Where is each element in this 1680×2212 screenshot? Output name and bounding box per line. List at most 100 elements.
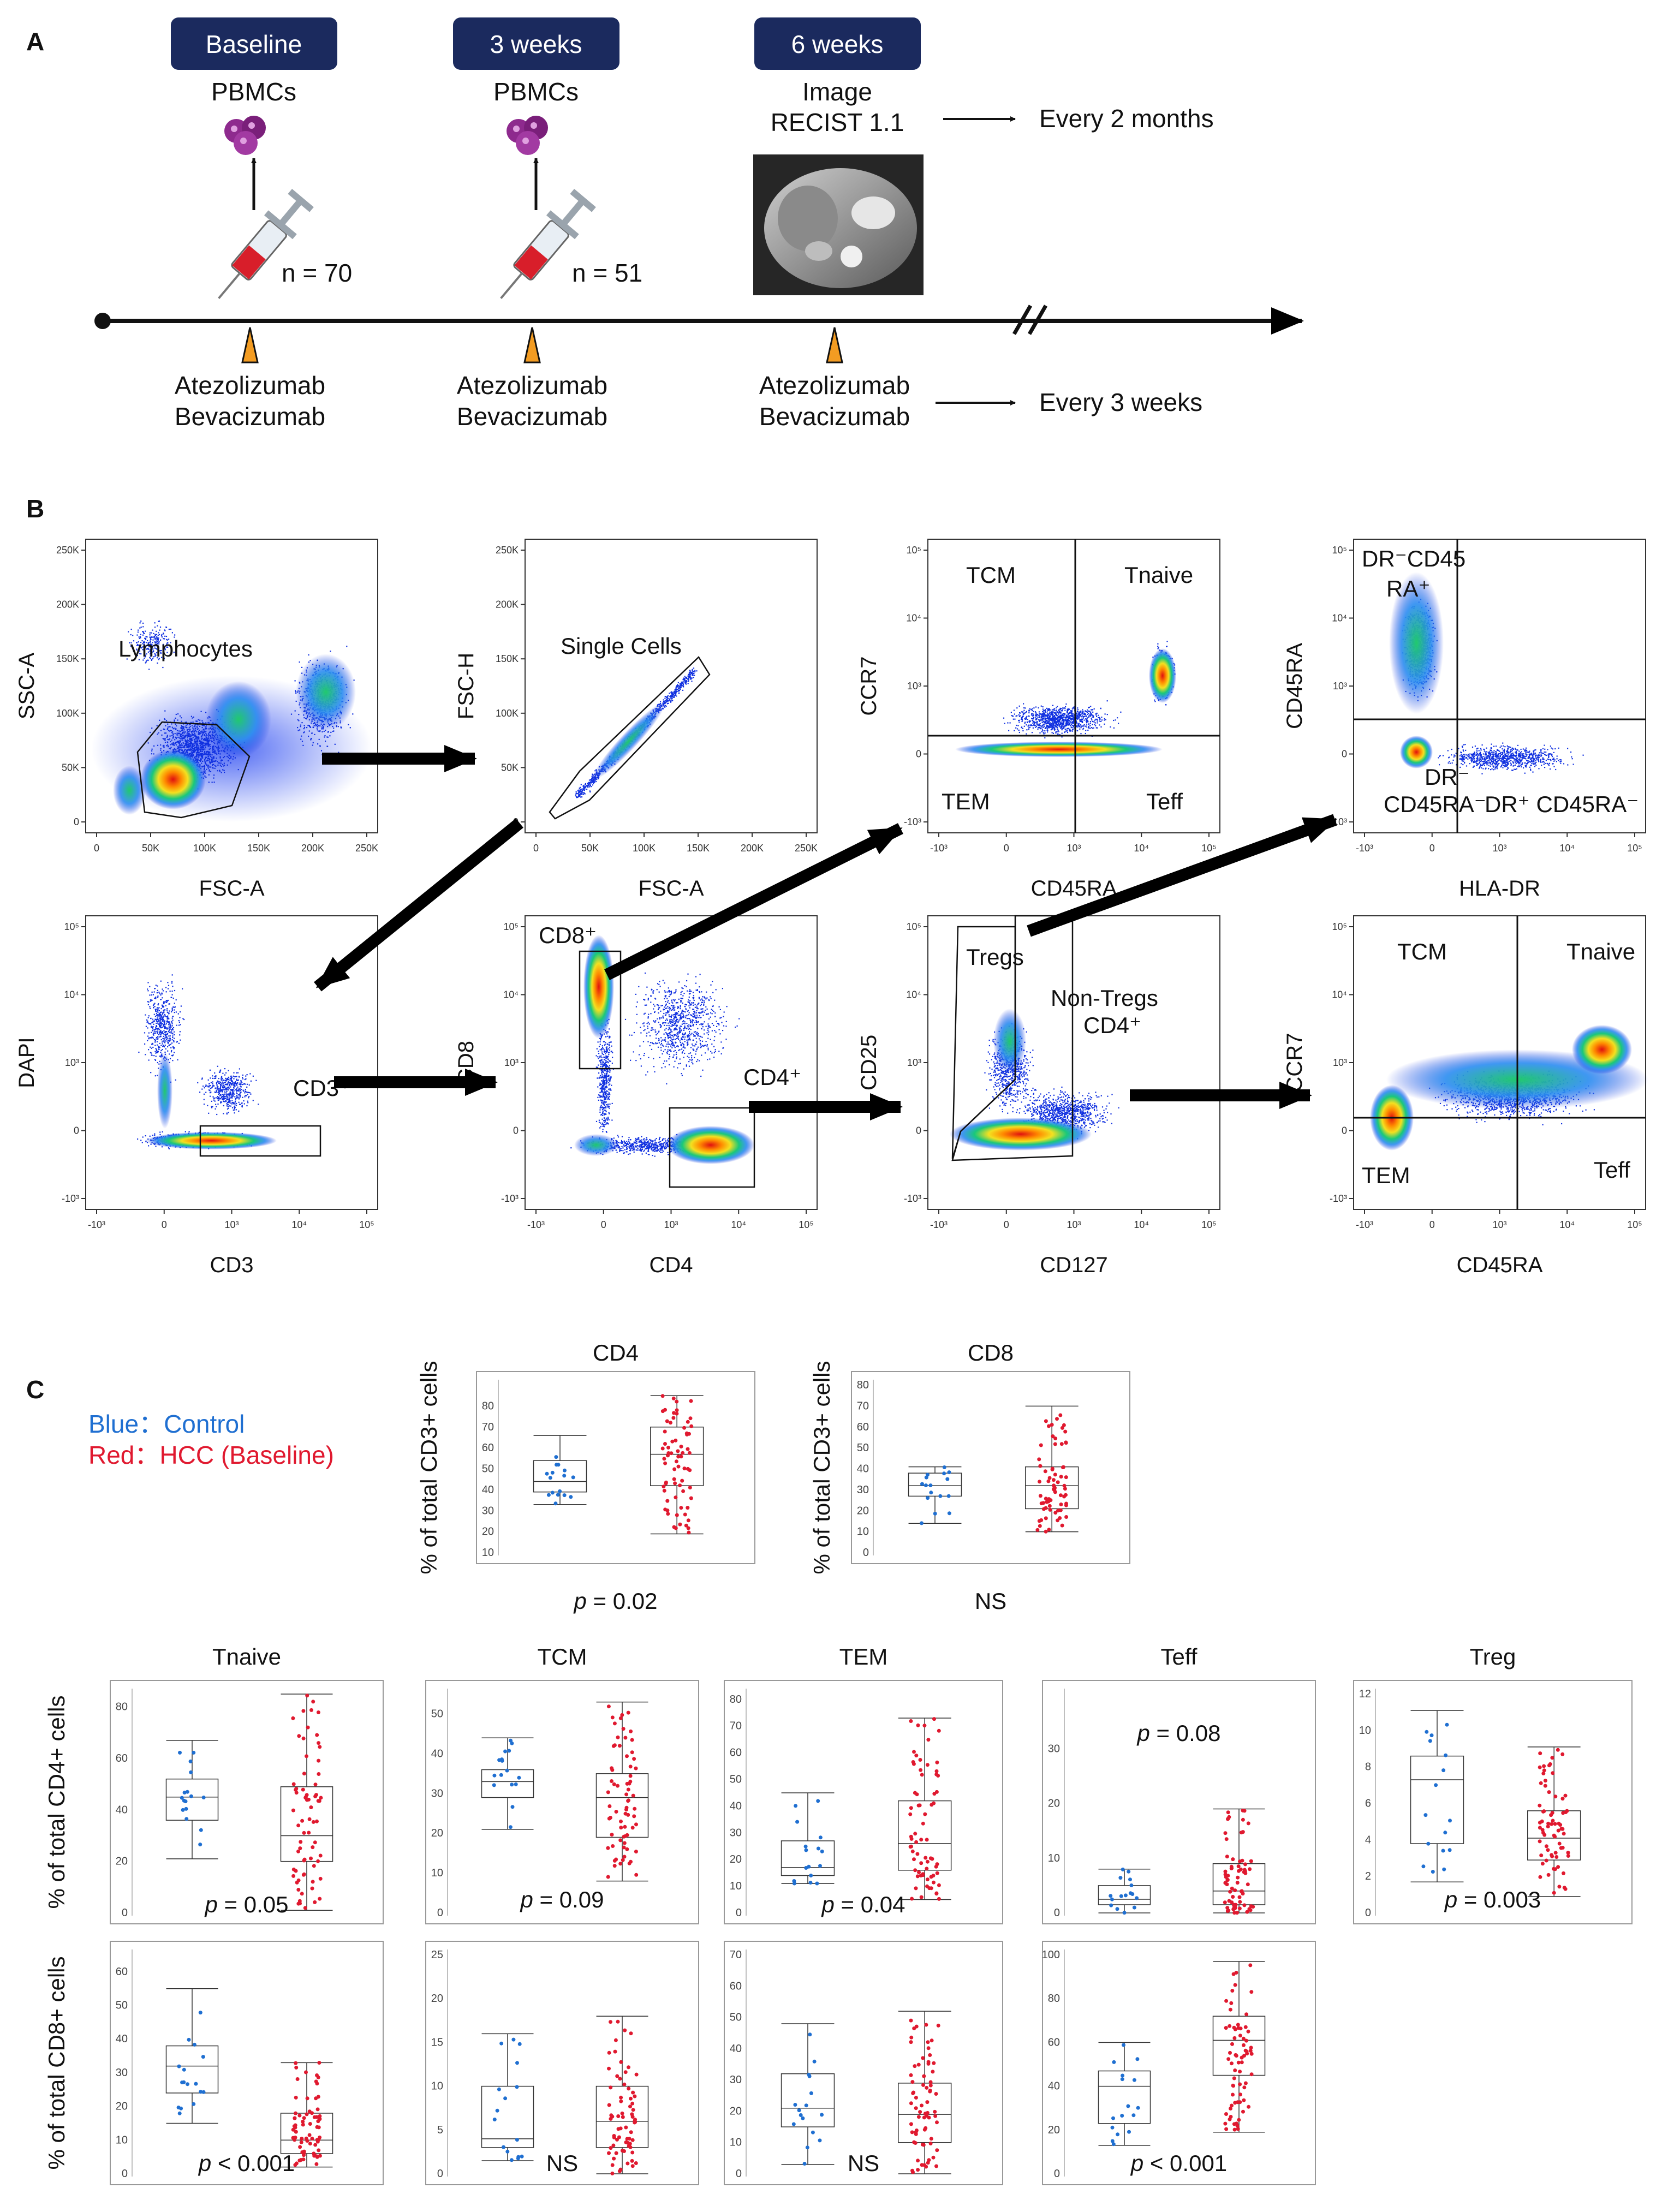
event-dot — [1039, 715, 1040, 717]
event-dot — [143, 643, 145, 645]
event-dot — [591, 777, 593, 779]
event-dot — [1071, 727, 1073, 729]
event-dot — [681, 685, 682, 687]
event-dot — [1086, 721, 1088, 723]
event-dot — [589, 790, 591, 792]
event-dot — [298, 720, 300, 722]
event-dot — [1028, 727, 1030, 729]
event-dot — [1093, 721, 1095, 723]
event-dot — [681, 681, 682, 683]
event-dot — [142, 631, 144, 633]
event-dot — [1035, 726, 1038, 728]
event-dot — [325, 729, 326, 731]
event-dot — [583, 788, 585, 789]
event-dot — [1086, 719, 1088, 721]
event-dot — [181, 740, 183, 741]
event-dot — [200, 742, 202, 743]
event-dot — [683, 677, 685, 679]
event-dot — [1059, 723, 1061, 725]
event-dot — [206, 764, 207, 766]
event-dot — [206, 742, 208, 744]
event-dot — [1082, 722, 1083, 723]
event-dot — [172, 744, 174, 746]
event-dot — [196, 758, 198, 760]
event-dot — [1053, 709, 1055, 711]
event-dot — [217, 761, 218, 762]
event-dot — [219, 770, 221, 771]
event-dot — [582, 794, 584, 795]
event-dot — [158, 637, 159, 639]
event-dot — [1043, 709, 1045, 711]
y-tick-label: 0 — [916, 749, 921, 760]
gate-polygon — [549, 656, 711, 820]
event-dot — [1042, 716, 1045, 718]
event-dot — [300, 726, 301, 728]
event-dot — [681, 684, 682, 685]
event-dot — [176, 748, 178, 749]
event-dot — [670, 697, 672, 699]
event-dot — [592, 780, 594, 782]
event-dot — [202, 748, 204, 750]
plot-frame — [525, 539, 818, 833]
event-dot — [203, 728, 205, 730]
event-dot — [580, 784, 582, 785]
event-dot — [192, 751, 193, 753]
event-dot — [1099, 724, 1100, 726]
event-dot — [204, 725, 205, 726]
event-dot — [577, 789, 579, 791]
event-dot — [186, 740, 187, 742]
event-dot — [1018, 719, 1020, 721]
event-dot — [164, 648, 166, 649]
event-dot — [1021, 717, 1023, 718]
event-dot — [162, 666, 164, 669]
event-dot — [169, 748, 170, 749]
event-dot — [205, 763, 206, 765]
event-dot — [1035, 722, 1036, 723]
event-dot — [201, 737, 203, 739]
event-dot — [174, 739, 176, 741]
event-dot — [142, 634, 144, 636]
event-dot — [191, 754, 193, 755]
event-dot — [1052, 711, 1054, 713]
event-dot — [1056, 711, 1058, 713]
event-dot — [212, 767, 213, 768]
event-dot — [1048, 724, 1051, 725]
drug-2: Bevacizumab — [759, 402, 910, 431]
event-dot — [181, 717, 182, 719]
event-dot — [692, 670, 694, 672]
event-dot — [210, 754, 211, 755]
event-dot — [1099, 717, 1100, 718]
event-dot — [172, 737, 174, 738]
event-dot — [183, 746, 185, 748]
event-dot — [1079, 711, 1081, 713]
event-dot — [207, 758, 208, 759]
event-dot — [334, 743, 336, 745]
event-dot — [1092, 724, 1093, 725]
event-dot — [205, 776, 207, 778]
event-dot — [150, 641, 151, 643]
timepoint-6-weeks: 6 weeks Image RECIST 1.1 — [754, 17, 921, 136]
event-dot — [688, 681, 689, 682]
event-dot — [210, 740, 212, 741]
event-dot — [1068, 717, 1070, 719]
event-dot — [675, 690, 677, 691]
event-dot — [176, 730, 178, 731]
sample-label: Image — [802, 77, 872, 106]
event-dot — [195, 741, 197, 743]
event-dot — [190, 731, 192, 732]
event-dot — [158, 641, 160, 643]
event-dot — [147, 742, 149, 744]
event-dot — [677, 682, 679, 683]
event-dot — [150, 653, 151, 655]
event-dot — [181, 749, 182, 751]
event-dot — [198, 756, 200, 758]
x-axis-label: CD45RA — [1031, 877, 1117, 901]
event-dot — [154, 641, 156, 642]
event-dot — [1012, 718, 1014, 720]
event-dot — [211, 761, 213, 763]
event-dot — [144, 647, 145, 649]
event-dot — [199, 732, 201, 734]
event-dot — [139, 637, 140, 639]
event-dot — [1068, 708, 1070, 710]
event-dot — [1076, 715, 1078, 717]
